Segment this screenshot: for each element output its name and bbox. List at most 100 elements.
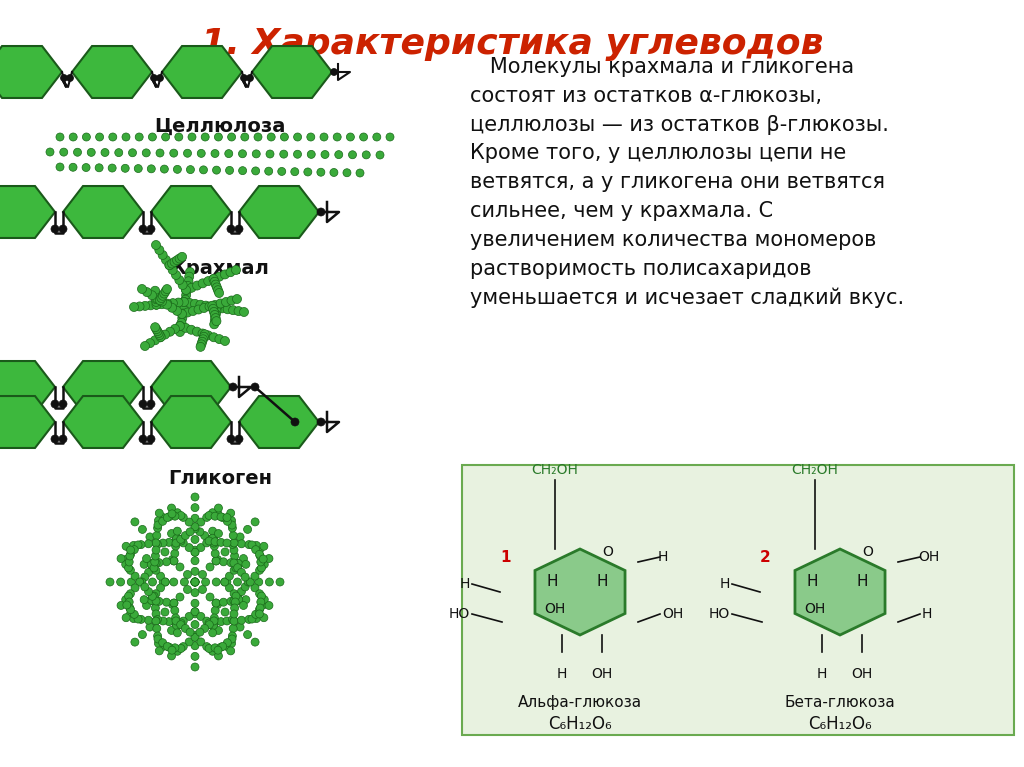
Circle shape [127, 610, 134, 618]
Circle shape [186, 528, 195, 536]
Circle shape [211, 314, 220, 323]
Circle shape [335, 150, 343, 159]
Circle shape [231, 558, 240, 566]
Circle shape [154, 524, 162, 532]
Circle shape [153, 294, 162, 303]
Text: O: O [862, 545, 873, 559]
Circle shape [255, 546, 263, 554]
Circle shape [206, 593, 214, 601]
Circle shape [183, 281, 193, 291]
Circle shape [254, 133, 262, 141]
Circle shape [152, 604, 160, 612]
Circle shape [202, 301, 210, 310]
Circle shape [191, 523, 199, 531]
Circle shape [191, 607, 199, 616]
Circle shape [147, 435, 155, 443]
Circle shape [95, 133, 103, 141]
Circle shape [242, 596, 250, 604]
Circle shape [257, 592, 265, 600]
Circle shape [180, 300, 189, 309]
Circle shape [159, 578, 167, 586]
Circle shape [226, 647, 234, 655]
Circle shape [200, 304, 209, 312]
Circle shape [117, 601, 125, 610]
Circle shape [51, 400, 59, 408]
Circle shape [210, 614, 218, 622]
Polygon shape [162, 46, 242, 98]
Circle shape [201, 532, 209, 540]
Circle shape [220, 337, 229, 345]
Circle shape [227, 558, 234, 567]
Text: CH₂OH: CH₂OH [531, 463, 579, 477]
Circle shape [260, 542, 268, 550]
Circle shape [136, 578, 143, 586]
Circle shape [181, 285, 190, 295]
Circle shape [178, 281, 187, 289]
Circle shape [177, 252, 186, 262]
Circle shape [154, 521, 162, 529]
Circle shape [127, 578, 135, 586]
Circle shape [152, 546, 160, 554]
Circle shape [223, 514, 231, 522]
Circle shape [134, 541, 142, 549]
Circle shape [168, 259, 176, 268]
Circle shape [226, 268, 234, 277]
Circle shape [152, 298, 161, 307]
Circle shape [212, 599, 220, 607]
Circle shape [154, 541, 162, 548]
Circle shape [197, 638, 205, 646]
Circle shape [221, 578, 228, 586]
Circle shape [183, 585, 191, 594]
Circle shape [218, 304, 226, 313]
Circle shape [191, 548, 199, 556]
Circle shape [209, 509, 217, 517]
Circle shape [202, 578, 210, 586]
Polygon shape [63, 186, 143, 238]
Circle shape [244, 525, 252, 533]
Circle shape [196, 628, 204, 636]
Circle shape [227, 296, 236, 305]
Circle shape [219, 598, 227, 606]
Circle shape [291, 418, 299, 426]
Circle shape [230, 539, 238, 547]
Circle shape [177, 644, 185, 653]
Circle shape [115, 149, 123, 156]
Text: HO: HO [449, 607, 470, 621]
Circle shape [137, 285, 146, 294]
Circle shape [191, 578, 199, 586]
Circle shape [147, 400, 155, 408]
Circle shape [214, 652, 222, 660]
Circle shape [151, 323, 160, 331]
Circle shape [348, 151, 356, 159]
Circle shape [187, 283, 196, 292]
Circle shape [317, 208, 325, 216]
Circle shape [265, 555, 273, 562]
Circle shape [191, 523, 199, 531]
Circle shape [191, 634, 199, 641]
Circle shape [233, 578, 242, 586]
Polygon shape [535, 549, 625, 635]
Circle shape [203, 617, 211, 625]
Circle shape [251, 572, 259, 580]
Circle shape [231, 598, 240, 606]
Circle shape [256, 552, 264, 560]
Circle shape [152, 295, 161, 304]
Circle shape [185, 268, 195, 276]
Circle shape [145, 339, 155, 347]
Circle shape [217, 643, 225, 651]
Text: OH: OH [918, 550, 939, 564]
Circle shape [225, 584, 233, 592]
Circle shape [185, 612, 194, 621]
Circle shape [163, 598, 171, 606]
Circle shape [191, 578, 199, 586]
Circle shape [181, 532, 189, 540]
Circle shape [153, 532, 161, 539]
Circle shape [152, 617, 160, 625]
Circle shape [147, 291, 157, 300]
Text: OH: OH [592, 667, 612, 681]
Circle shape [109, 164, 116, 172]
Circle shape [82, 133, 90, 141]
Circle shape [316, 168, 325, 176]
Circle shape [234, 559, 243, 568]
Circle shape [87, 148, 95, 156]
